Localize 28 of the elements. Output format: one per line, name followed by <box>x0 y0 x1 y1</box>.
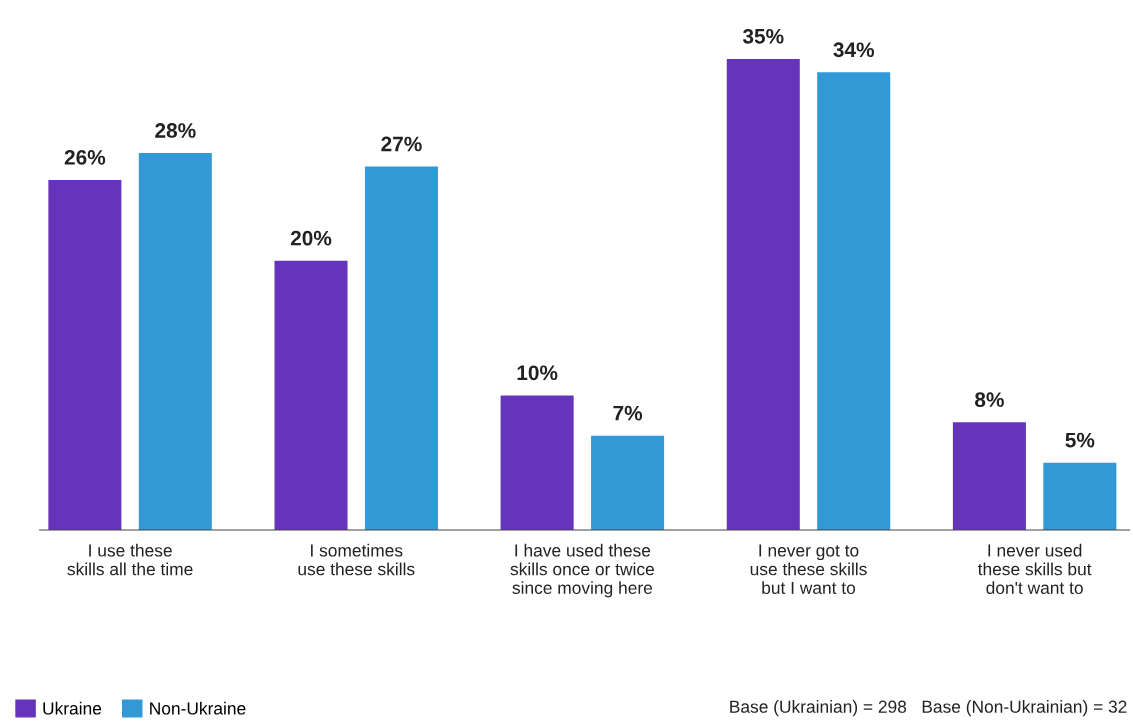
bar <box>1043 462 1117 530</box>
data-label: 20% <box>290 230 332 246</box>
data-label: 7% <box>613 405 643 421</box>
bar <box>591 435 665 530</box>
text: Base (Ukrainian) = 298 Base (Non-Ukrainian) = 32 <box>730 700 1127 717</box>
bar <box>274 260 348 530</box>
x-tick-label: I have used these skills once or twice since moving here <box>510 543 654 598</box>
x-tick-label: I use these skills all the time <box>67 543 193 576</box>
data-label: 8% <box>975 392 1004 408</box>
bar <box>952 422 1026 530</box>
x-tick-label: I never used these skills but don't want to <box>977 543 1092 595</box>
bar <box>138 153 212 530</box>
data-label: 34% <box>833 42 875 58</box>
legend-label: Non-Ukraine <box>150 701 246 715</box>
data-label: 5% <box>1065 432 1095 448</box>
x-tick-label: I never got to use these skills but I want to <box>750 544 867 595</box>
data-label: 28% <box>155 123 196 138</box>
legend-label: Ukraine <box>43 701 102 715</box>
data-label: 27% <box>381 136 422 152</box>
x-tick-label: I sometimes use these skills <box>298 543 415 576</box>
bar <box>817 72 891 530</box>
bar <box>48 180 122 530</box>
bar <box>726 58 800 530</box>
bar <box>500 395 574 530</box>
data-label: 35% <box>742 28 784 44</box>
data-label: 26% <box>64 150 106 165</box>
bar <box>364 166 438 530</box>
data-label: 10% <box>517 365 558 381</box>
